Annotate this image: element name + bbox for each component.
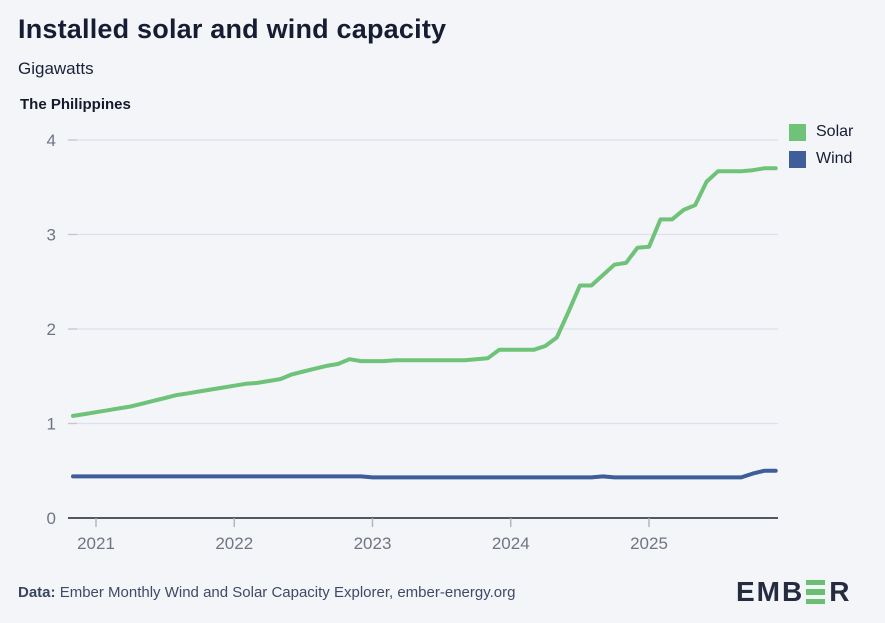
x-tick-label: 2025 — [630, 534, 668, 553]
y-tick-label: 1 — [47, 415, 56, 434]
legend-label-wind: Wind — [816, 150, 853, 167]
chart-region-label: The Philippines — [20, 96, 131, 113]
legend-label-solar: Solar — [816, 123, 854, 140]
ember-logo-left: EMB — [736, 576, 805, 607]
ember-logo-e-icon — [806, 579, 826, 605]
y-tick-label: 3 — [47, 226, 56, 245]
x-tick-label: 2023 — [354, 534, 392, 553]
ember-logo-right: R — [829, 576, 852, 607]
ember-logo: EMB R — [736, 576, 851, 608]
x-tick-label: 2021 — [77, 534, 115, 553]
legend: Solar Wind — [789, 123, 853, 168]
data-source: Data: Ember Monthly Wind and Solar Capac… — [18, 584, 515, 601]
y-tick-label: 2 — [47, 320, 56, 339]
data-source-prefix: Data: — [18, 584, 56, 601]
legend-item-wind: Wind — [789, 150, 853, 168]
y-tick-label: 4 — [47, 131, 56, 150]
legend-item-solar: Solar — [789, 123, 853, 141]
solar-line — [71, 166, 778, 418]
data-source-text: Ember Monthly Wind and Solar Capacity Ex… — [59, 584, 516, 601]
wind-line — [71, 468, 778, 480]
wind-swatch-icon — [789, 150, 806, 168]
solar-swatch-icon — [789, 123, 806, 141]
chart-units-label: Gigawatts — [18, 59, 94, 78]
y-tick-label: 0 — [47, 509, 56, 528]
page-title: Installed solar and wind capacity — [18, 14, 447, 44]
x-tick-label: 2024 — [492, 534, 530, 553]
x-tick-label: 2022 — [215, 534, 253, 553]
